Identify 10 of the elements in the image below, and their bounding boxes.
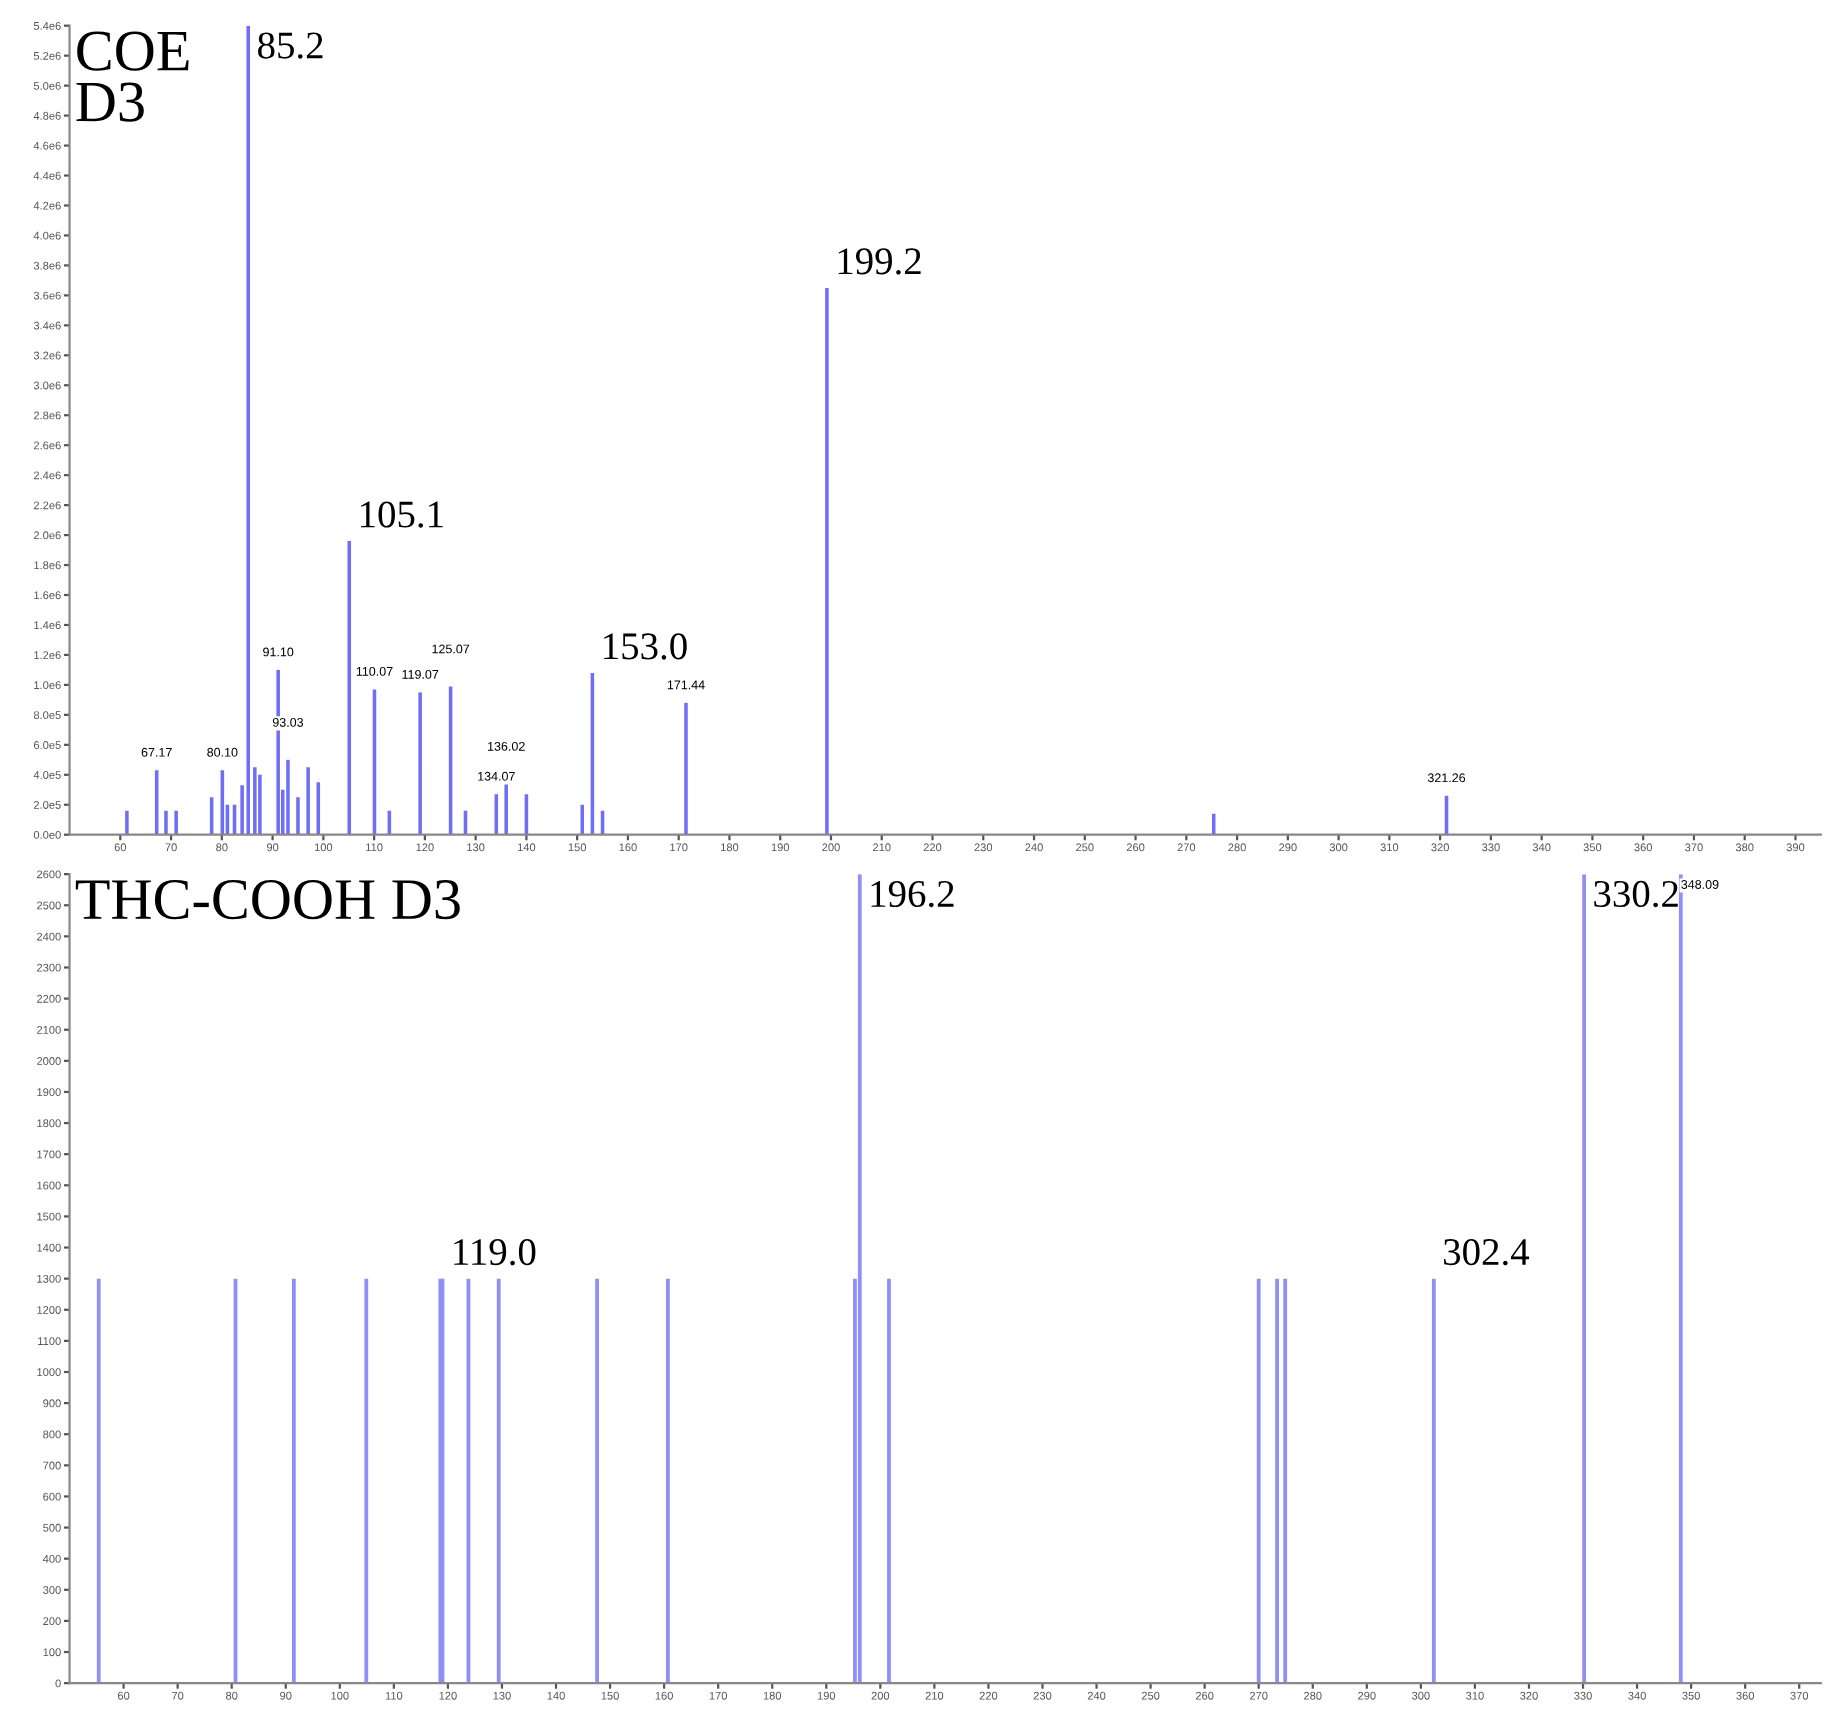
annotation: 119.0 [454,1238,536,1266]
annotation: 105.1 [361,501,443,528]
annotation: 302.4 [1444,1238,1530,1266]
annotation: 330.2 [1594,880,1678,908]
chart-title: COE D3 [76,31,189,122]
annotation: 153.0 [604,633,687,660]
annotation: 199.2 [838,248,921,275]
annotation: 196.2 [871,880,954,908]
chart-title: THC-COOH D3 [75,880,460,920]
annotation: 85.2 [258,32,323,59]
